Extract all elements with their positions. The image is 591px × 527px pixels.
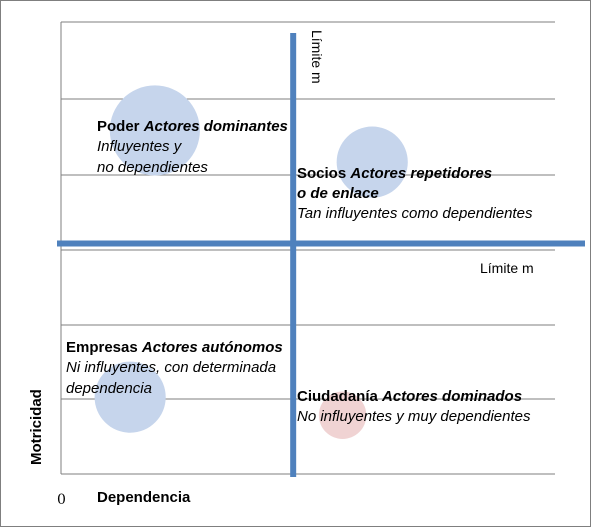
bubble-label-description: Influyentes y (97, 138, 183, 155)
bubble (109, 85, 200, 176)
horizontal-limit-label: Límite m (480, 260, 534, 276)
bubble (336, 126, 408, 198)
bubble-label-title-continued: o de enlace (297, 185, 379, 202)
bubble-label-title: Empresas Actores autónomos (66, 339, 283, 356)
vertical-limit-label: Límite m (309, 30, 325, 84)
bubble-label-description: No influyentes y muy dependientes (297, 408, 531, 425)
bubble-label-description: dependencia (66, 380, 152, 397)
bubble (94, 361, 166, 433)
bubbles (94, 85, 408, 439)
x-axis-title: Dependencia (97, 489, 191, 506)
y-axis-title: Motricidad (28, 389, 45, 465)
bubble-label-description: Ni influyentes, con determinada (66, 359, 276, 376)
bubble-label-title: Ciudadanía Actores dominados (297, 388, 522, 405)
bubble-label-title: Poder Actores dominantes (97, 118, 288, 135)
bubble-label-description: no dependientes (97, 159, 208, 176)
bubble (318, 391, 367, 439)
bubble-label-title: Socios Actores repetidores (297, 165, 492, 182)
limit-lines (57, 33, 585, 477)
x-tick-label: 0 (57, 492, 66, 508)
bubble-labels: Poder Actores dominantes Influyentes y no … (66, 118, 533, 425)
bubble-label-description: Tan influyentes como dependientes (297, 205, 533, 222)
